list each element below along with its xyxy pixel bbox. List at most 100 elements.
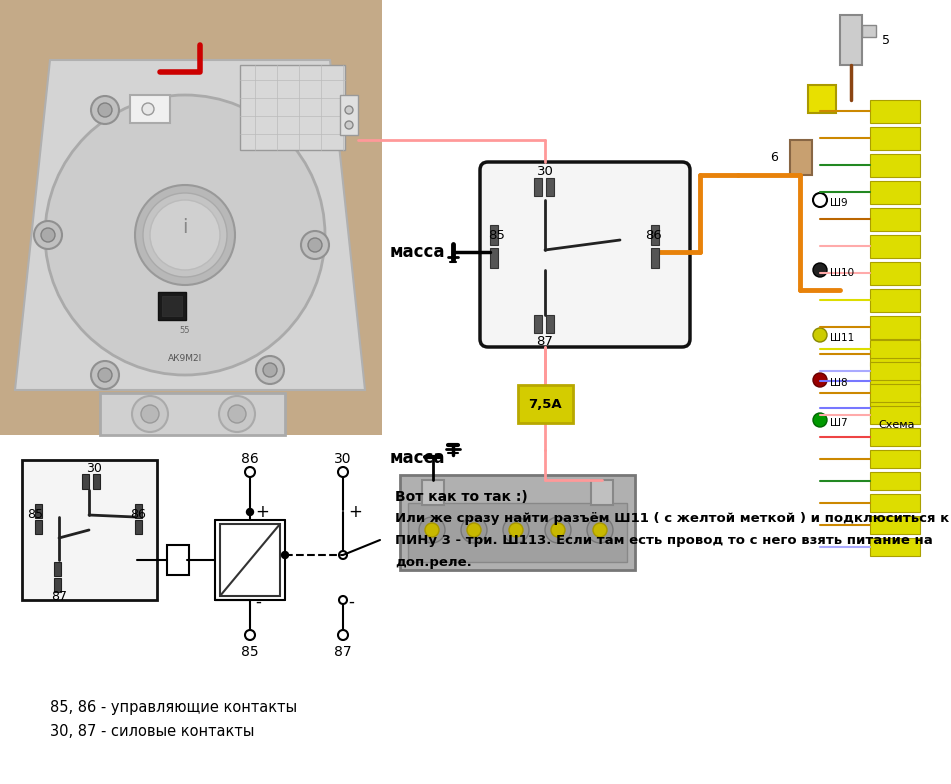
Bar	[870, 397, 920, 420]
Circle shape	[281, 551, 288, 558]
Circle shape	[345, 121, 353, 129]
Circle shape	[91, 361, 119, 389]
Bar	[870, 235, 920, 258]
Bar	[422, 480, 444, 505]
Text: 85: 85	[242, 645, 259, 659]
Circle shape	[132, 396, 168, 432]
Circle shape	[813, 263, 827, 277]
Bar	[651, 248, 659, 268]
Circle shape	[263, 363, 277, 377]
Text: 55: 55	[180, 325, 190, 335]
Polygon shape	[15, 60, 365, 390]
Bar	[870, 384, 920, 402]
Circle shape	[338, 467, 348, 477]
Bar	[840, 15, 862, 65]
Text: 87: 87	[334, 645, 352, 659]
Circle shape	[251, 86, 279, 114]
Bar	[35, 520, 42, 534]
Bar	[54, 562, 61, 576]
Text: +: +	[255, 503, 269, 521]
Bar	[808, 85, 836, 113]
Circle shape	[338, 630, 348, 640]
Bar	[870, 208, 920, 231]
Bar	[490, 225, 498, 245]
Text: 86: 86	[645, 228, 662, 241]
Circle shape	[587, 517, 613, 543]
Circle shape	[45, 95, 325, 375]
Bar	[870, 450, 920, 468]
Circle shape	[461, 517, 487, 543]
Circle shape	[813, 413, 827, 427]
Text: Ш9: Ш9	[830, 198, 847, 208]
Text: доп.реле.: доп.реле.	[395, 556, 472, 569]
Bar	[870, 406, 920, 424]
Bar	[240, 65, 345, 150]
Bar	[870, 538, 920, 556]
Bar	[870, 362, 920, 380]
Bar	[870, 428, 920, 446]
Bar	[591, 480, 613, 505]
Text: АК9М2I: АК9М2I	[168, 354, 203, 362]
Bar	[220, 524, 280, 596]
Text: 30: 30	[86, 462, 102, 475]
Text: Ш8: Ш8	[830, 378, 847, 388]
Bar	[135, 504, 142, 518]
Bar	[546, 178, 554, 196]
Bar	[870, 316, 920, 339]
Bar	[408, 503, 627, 562]
Bar	[534, 315, 542, 333]
Text: ПИНу 3 - три. Ш113. Если там есть провод то с него взять питание на: ПИНу 3 - три. Ш113. Если там есть провод…	[395, 534, 933, 547]
Bar	[400, 475, 635, 570]
Circle shape	[813, 193, 827, 207]
Bar	[870, 343, 920, 366]
Circle shape	[245, 467, 255, 477]
Circle shape	[503, 517, 529, 543]
Circle shape	[551, 523, 565, 537]
Bar	[534, 178, 542, 196]
Bar	[135, 520, 142, 534]
Circle shape	[345, 106, 353, 114]
Text: 87: 87	[536, 335, 553, 348]
Circle shape	[41, 228, 55, 242]
Bar	[870, 494, 920, 512]
Circle shape	[419, 517, 445, 543]
Bar	[0, 0, 382, 430]
Circle shape	[467, 523, 481, 537]
Text: масса: масса	[390, 243, 445, 261]
Circle shape	[813, 373, 827, 387]
Text: Схема: Схема	[878, 420, 915, 430]
Circle shape	[143, 193, 227, 277]
Text: 30: 30	[536, 165, 553, 178]
Bar	[82, 474, 89, 489]
Circle shape	[98, 368, 112, 382]
Text: -: -	[255, 593, 261, 611]
Text: 85: 85	[27, 507, 43, 521]
Bar	[518, 385, 573, 423]
Circle shape	[509, 523, 523, 537]
Text: 7,5A: 7,5A	[528, 397, 562, 411]
Circle shape	[246, 509, 254, 516]
Bar	[35, 504, 42, 518]
Circle shape	[813, 328, 827, 342]
Bar	[158, 292, 186, 320]
Circle shape	[34, 221, 62, 249]
Circle shape	[141, 405, 159, 423]
Text: Или же сразу найти разъём Ш11 ( с желтой меткой ) и подклюситься к: Или же сразу найти разъём Ш11 ( с желтой…	[395, 512, 949, 525]
Text: 5: 5	[882, 34, 890, 46]
Text: Ш11: Ш11	[830, 333, 854, 343]
Bar	[870, 127, 920, 150]
Bar	[651, 225, 659, 245]
Bar	[870, 370, 920, 393]
Bar	[93, 474, 100, 489]
Bar	[100, 393, 285, 435]
Circle shape	[258, 93, 272, 107]
Bar	[862, 25, 876, 37]
Circle shape	[545, 517, 571, 543]
Bar	[870, 181, 920, 204]
Circle shape	[301, 231, 329, 259]
Circle shape	[308, 238, 322, 252]
Text: Вот как то так :): Вот как то так :)	[395, 490, 528, 504]
Circle shape	[98, 103, 112, 117]
Bar	[870, 472, 920, 490]
Text: 6: 6	[770, 151, 778, 164]
